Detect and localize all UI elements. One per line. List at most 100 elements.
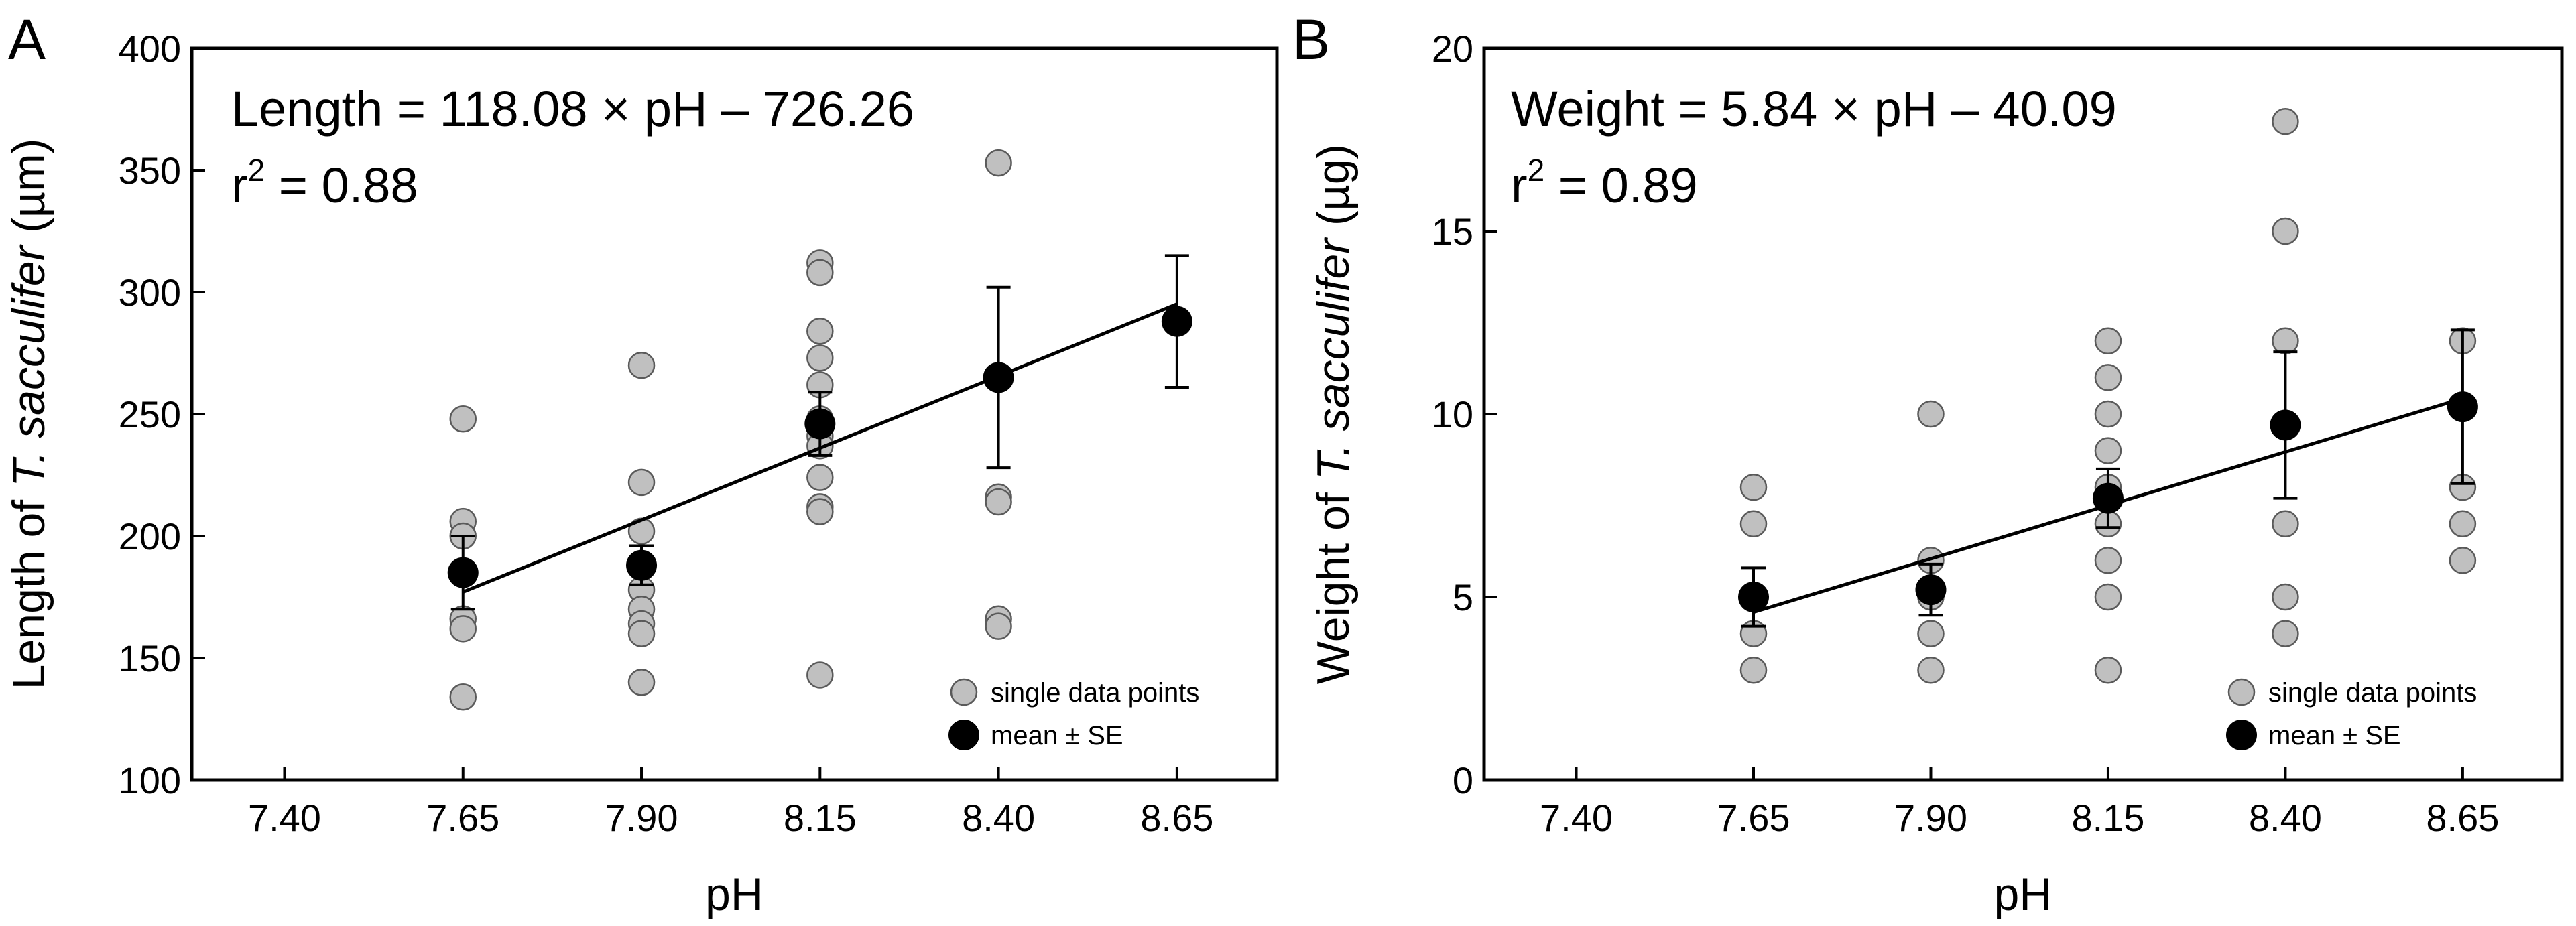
single-data-point: [985, 488, 1012, 516]
legend-marker-mean: [948, 720, 979, 750]
legend-label-single: single data points: [2268, 678, 2477, 708]
y-tick-label: 200: [119, 515, 181, 557]
y-axis-title-pre: Weight of: [1308, 480, 1359, 684]
single-data-point: [1917, 656, 1945, 684]
single-data-point: [627, 620, 656, 647]
y-tick-label: 10: [1432, 393, 1473, 436]
regression-equation: Weight = 5.84 × pH – 40.09: [1511, 81, 2117, 137]
x-tick-label: 8.40: [962, 797, 1035, 839]
y-tick-label: 150: [119, 637, 181, 679]
mean-point: [2092, 482, 2124, 514]
x-axis-title: pH: [705, 869, 763, 920]
legend-marker-mean: [2226, 720, 2257, 750]
legend-marker-single: [950, 678, 978, 706]
single-data-point: [2272, 217, 2299, 245]
x-tick-label: 7.40: [248, 797, 321, 839]
single-data-point: [627, 669, 656, 696]
mean-point: [1738, 582, 1769, 612]
panel-a: A 7.40 7.65 7.90 8.15 8.40 8.65 100 150 200 250 300…: [3, 8, 1279, 920]
single-data-point: [449, 683, 477, 711]
plot-frame: [1482, 46, 2564, 782]
y-tick-label: 15: [1432, 210, 1473, 253]
single-data-point: [2449, 510, 2477, 538]
single-data-point: [2094, 656, 2122, 684]
panel-letter: B: [1292, 8, 1330, 71]
x-tick-label: 7.65: [1717, 797, 1790, 839]
y-axis-title: Length of T. sacculifer (µm): [3, 139, 54, 690]
single-data-point: [627, 351, 656, 379]
mean-point: [1161, 306, 1192, 337]
legend-label-mean: mean ± SE: [991, 721, 1123, 750]
single-data-point: [2094, 437, 2122, 464]
regression-equation: Length = 118.08 × pH – 726.26: [231, 81, 914, 137]
r-squared: r2 = 0.88: [231, 153, 418, 213]
legend-label-mean: mean ± SE: [2268, 721, 2401, 750]
r-squared-superscript: 2: [1528, 153, 1545, 188]
mean-point: [1915, 574, 1947, 606]
single-data-point: [1917, 620, 1945, 647]
y-axis-title-unit: (µg): [1308, 144, 1359, 239]
single-data-point: [2094, 364, 2122, 391]
single-data-point: [806, 317, 834, 345]
legend-label-single: single data points: [991, 678, 1199, 708]
r-squared-symbol: r: [231, 157, 248, 213]
mean-point: [626, 549, 658, 581]
y-axis-title-species: T. sacculifer: [1308, 237, 1359, 480]
r-squared-value: = 0.89: [1544, 157, 1697, 213]
single-data-point: [627, 468, 656, 497]
single-data-point: [1739, 656, 1768, 684]
x-tick-label: 8.15: [2071, 797, 2144, 839]
x-tick-label: 7.65: [426, 797, 499, 839]
x-tick-label: 7.90: [1894, 797, 1967, 839]
single-data-point: [449, 405, 477, 433]
r-squared: r2 = 0.89: [1511, 153, 1698, 213]
single-data-point: [985, 149, 1012, 177]
mean-point: [2447, 391, 2478, 423]
x-tick-label: 7.40: [1540, 797, 1613, 839]
single-data-point: [806, 344, 834, 372]
mean-point: [2270, 409, 2301, 441]
y-tick-label: 300: [119, 271, 181, 314]
single-data-point: [449, 615, 477, 643]
single-data-point: [1739, 473, 1768, 501]
mean-point: [447, 557, 479, 588]
y-axis-title-unit: (µm): [3, 139, 54, 246]
y-axis-title: Weight of T. sacculifer (µg): [1308, 144, 1359, 684]
single-data-point: [985, 612, 1012, 640]
y-tick-label: 250: [119, 393, 181, 436]
single-data-point: [1917, 400, 1945, 428]
legend-marker-single: [2227, 678, 2256, 706]
single-data-point: [2272, 327, 2299, 355]
x-axis-title: pH: [1994, 869, 2052, 920]
r-squared-value: = 0.88: [265, 157, 418, 213]
single-data-point: [2272, 620, 2299, 647]
single-data-point: [2094, 583, 2122, 611]
y-tick-label: 0: [1453, 759, 1473, 801]
y-tick-label: 100: [119, 759, 181, 801]
single-data-point: [2449, 547, 2477, 574]
panel-letter: A: [8, 8, 46, 71]
single-data-point: [806, 259, 834, 287]
mean-point: [983, 362, 1014, 393]
y-tick-label: 20: [1432, 27, 1473, 70]
y-axis-title-species: T. sacculifer: [3, 244, 54, 487]
y-axis-title-pre: Length of: [3, 487, 54, 689]
single-data-point: [806, 498, 834, 525]
x-tick-label: 8.15: [784, 797, 857, 839]
x-tick-label: 8.65: [1140, 797, 1213, 839]
y-tick-label: 350: [119, 149, 181, 192]
single-data-point: [2094, 400, 2122, 428]
panel-b: B 7.40 7.65 7.90 8.15 8.40 8.65 0 5 10 15 20 pH Weigh…: [1292, 8, 2564, 920]
single-data-point: [2094, 327, 2122, 355]
r-squared-symbol: r: [1511, 157, 1528, 213]
single-data-point: [2272, 510, 2299, 538]
x-tick-label: 8.65: [2426, 797, 2499, 839]
y-tick-label: 5: [1453, 576, 1473, 618]
single-data-point: [2094, 547, 2122, 574]
y-tick-label: 400: [119, 27, 181, 70]
r-squared-superscript: 2: [248, 153, 265, 188]
x-tick-label: 7.90: [605, 797, 678, 839]
single-data-point: [1739, 510, 1768, 538]
plot-frame: [190, 46, 1279, 782]
